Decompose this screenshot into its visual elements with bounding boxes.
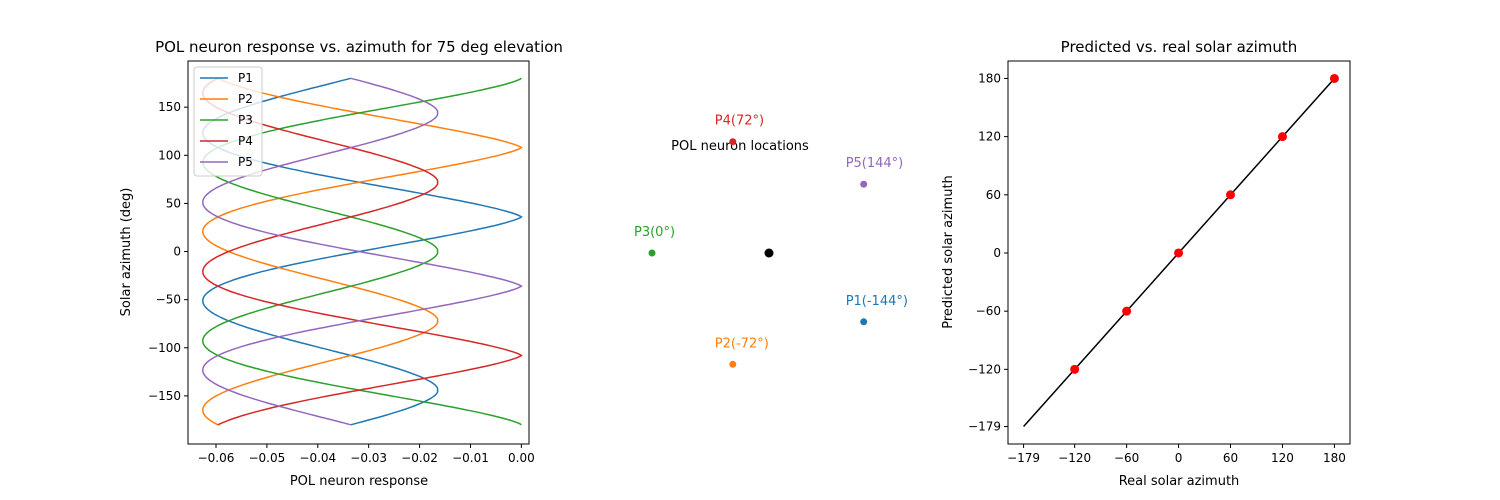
prediction-point	[1070, 364, 1080, 374]
prediction-point	[1329, 73, 1339, 83]
neuron-point	[860, 318, 868, 326]
x-tick-label: −60	[1114, 451, 1139, 465]
prediction-chart-plot	[1023, 73, 1339, 428]
x-tick-label: 180	[1323, 451, 1346, 465]
y-tick-label: −100	[148, 341, 181, 355]
x-tick-label: −179	[1007, 451, 1040, 465]
response-chart: POL neuron response vs. azimuth for 75 d…	[119, 38, 563, 489]
x-tick-label: −0.03	[350, 451, 387, 465]
series-line-p5	[202, 77, 523, 426]
prediction-chart-x-ticks: −179 −120 −60 0 60 120 180	[1007, 444, 1346, 465]
x-tick-label: 60	[1223, 451, 1238, 465]
locations-chart: POL neuron locations P1(-144°) P2(-72°) P3…	[634, 114, 908, 368]
prediction-point	[1174, 248, 1184, 258]
series-line-p4	[202, 77, 523, 426]
legend-label-p1: P1	[238, 71, 253, 85]
y-tick-label: 100	[158, 148, 181, 162]
y-tick-label: −179	[968, 420, 1001, 434]
neuron-point	[729, 360, 737, 368]
y-tick-label: 0	[173, 245, 181, 259]
legend-label-p3: P3	[238, 113, 253, 127]
prediction-point	[1277, 132, 1287, 142]
neuron-point-label: P4(72°)	[715, 114, 764, 129]
y-tick-label: 150	[158, 100, 181, 114]
y-tick-label: −120	[968, 362, 1001, 376]
x-tick-label: −0.06	[198, 451, 235, 465]
prediction-chart-title: Predicted vs. real solar azimuth	[1061, 38, 1298, 56]
y-tick-label: 120	[978, 130, 1001, 144]
y-tick-label: 180	[978, 71, 1001, 85]
response-chart-y-ticks: −150 −100 −50 0 50 100 150	[148, 100, 188, 403]
center-point	[764, 248, 774, 258]
locations-points: P1(-144°) P2(-72°) P3(0°) P4(72°) P5(144°)	[634, 114, 908, 368]
x-tick-label: 0	[1175, 451, 1183, 465]
locations-chart-title: POL neuron locations	[671, 139, 809, 154]
legend-label-p2: P2	[238, 92, 253, 106]
response-chart-title: POL neuron response vs. azimuth for 75 d…	[155, 38, 563, 56]
response-chart-y-label: Solar azimuth (deg)	[119, 188, 134, 317]
x-tick-label: 0.00	[508, 451, 535, 465]
x-tick-label: 120	[1271, 451, 1294, 465]
neuron-point-label: P1(-144°)	[846, 294, 908, 309]
response-chart-x-label: POL neuron response	[290, 474, 428, 489]
prediction-point	[1122, 306, 1132, 316]
legend-label-p4: P4	[238, 134, 253, 148]
x-tick-label: −0.04	[299, 451, 336, 465]
neuron-point-label: P3(0°)	[634, 225, 675, 240]
x-tick-label: −120	[1058, 451, 1091, 465]
x-tick-label: −0.05	[248, 451, 285, 465]
legend-label-p5: P5	[238, 155, 253, 169]
legend-box	[193, 66, 263, 177]
x-tick-label: −0.01	[452, 451, 489, 465]
neuron-point	[648, 249, 656, 257]
prediction-point	[1226, 190, 1236, 200]
prediction-chart-y-ticks: −179 −120 −60 0 60 120 180	[968, 71, 1008, 434]
prediction-chart-y-label: Predicted solar azimuth	[941, 175, 956, 329]
prediction-chart: Predicted vs. real solar azimuth −179 −12…	[941, 38, 1351, 489]
y-tick-label: 60	[986, 188, 1001, 202]
response-chart-legend: P1 P2 P3 P4 P5	[193, 66, 263, 177]
response-chart-x-ticks: −0.06 −0.05 −0.04 −0.03 −0.02 −0.01 0.00	[198, 444, 535, 465]
y-tick-label: −150	[148, 389, 181, 403]
neuron-point-label: P2(-72°)	[715, 336, 769, 351]
y-tick-label: 50	[166, 196, 181, 210]
x-tick-label: −0.02	[401, 451, 438, 465]
response-chart-frame	[187, 60, 530, 445]
neuron-point-label: P5(144°)	[846, 156, 904, 171]
y-tick-label: −60	[976, 304, 1001, 318]
y-tick-label: −50	[156, 293, 181, 307]
y-tick-label: 0	[993, 246, 1001, 260]
neuron-point	[729, 138, 737, 146]
neuron-point	[860, 180, 868, 188]
prediction-chart-x-label: Real solar azimuth	[1119, 474, 1240, 489]
